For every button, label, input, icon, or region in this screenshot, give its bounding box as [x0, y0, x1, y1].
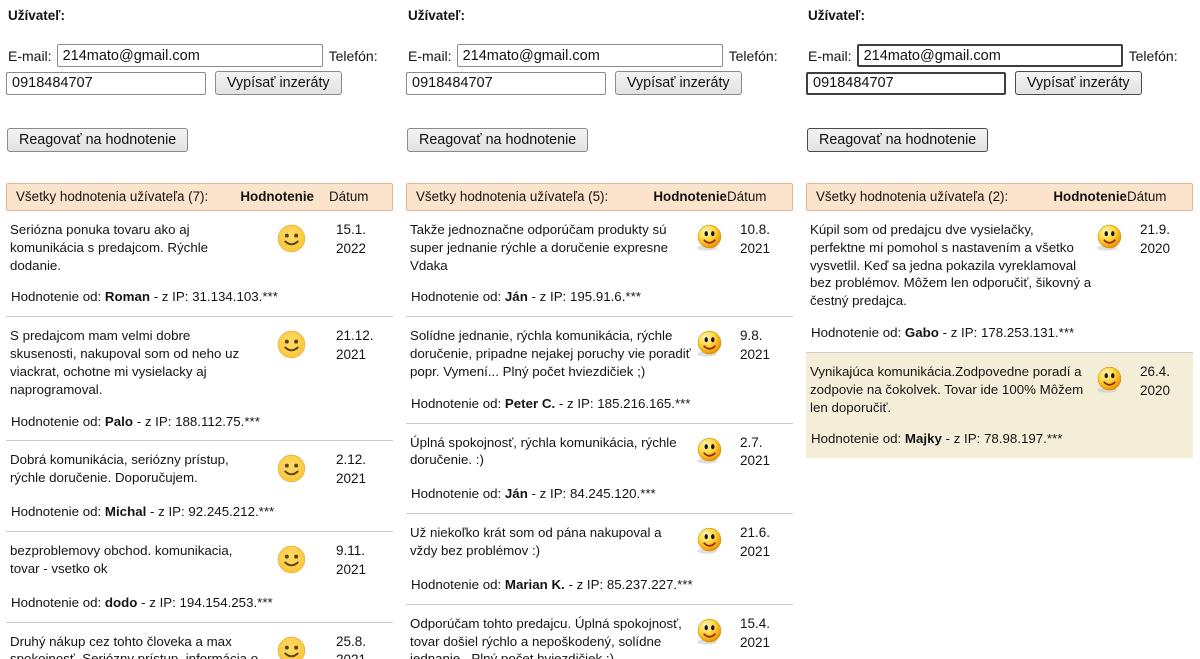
rating-author: Hodnotenie od: Palo - z IP: 188.112.75.*…: [11, 413, 260, 429]
happy-smiley-icon: [692, 434, 726, 465]
rating-date: 21.6. 2021: [740, 525, 771, 559]
email-label: E-mail:: [408, 47, 452, 64]
rating-date: 15.4. 2021: [740, 615, 771, 650]
email-input[interactable]: [56, 44, 323, 67]
phone-label: Telefón:: [1128, 47, 1178, 64]
rating-author: Hodnotenie od: Gabo - z IP: 178.253.131.…: [811, 325, 1075, 341]
react-to-rating-button[interactable]: Reagovať na hodnotenie: [407, 128, 589, 152]
rating-date: 2.7. 2021: [740, 434, 771, 469]
rating-row: Úplná spokojnosť, rýchla komunikácia, rý…: [406, 422, 793, 514]
rating-row: Dobrá komunikácia, seriózny prístup, rýc…: [6, 440, 393, 531]
rating-row: S predajcom mam velmi dobre skusenosti, …: [6, 316, 393, 440]
rating-date: 21.9. 2020: [1140, 222, 1171, 256]
rating-row: Seriózna ponuka tovaru ako aj komunikáci…: [6, 211, 393, 316]
phone-input[interactable]: [6, 71, 206, 95]
date-column-header: Dátum: [1127, 189, 1167, 204]
rating-date: 10.8. 2021: [740, 222, 771, 256]
email-input[interactable]: [456, 44, 723, 67]
rating-author: Hodnotenie od: dodo - z IP: 194.154.253.…: [11, 594, 273, 610]
rating-text: Odporúčam tohto predajcu. Úplná spokojno…: [410, 615, 682, 659]
happy-smiley-icon: [260, 542, 322, 575]
rating-row: Kúpil som od predajcu dve vysielačky, pe…: [806, 211, 1193, 352]
email-label: E-mail:: [808, 47, 852, 64]
ratings-table-header: Všetky hodnotenia užívateľa (7): Hodnote…: [6, 183, 393, 211]
list-ads-button[interactable]: Vypísať inzeráty: [615, 71, 742, 95]
happy-smiley-icon: [260, 451, 322, 484]
rating-text: Úplná spokojnosť, rýchla komunikácia, rý…: [410, 434, 677, 468]
rating-row: Druhý nákup cez tohto človeka a max spok…: [6, 621, 393, 659]
phone-label: Telefón:: [728, 47, 778, 64]
phone-input[interactable]: [406, 71, 606, 95]
ratings-count-title: Všetky hodnotenia užívateľa (7):: [16, 189, 209, 204]
react-to-rating-button[interactable]: Reagovať na hodnotenie: [7, 128, 189, 152]
rating-author: Hodnotenie od: Marian K. - z IP: 85.237.…: [411, 576, 693, 592]
rating-row: Takže jednoznačne odporúčam produkty sú …: [406, 211, 793, 316]
happy-smiley-icon: [1092, 221, 1126, 252]
list-ads-button[interactable]: Vypísať inzeráty: [1015, 71, 1142, 95]
rating-text: Kúpil som od predajcu dve vysielačky, pe…: [810, 222, 1092, 309]
happy-smiley-icon: [692, 615, 726, 646]
rating-date: 9.11. 2021: [336, 542, 367, 577]
ratings-table: Všetky hodnotenia užívateľa (7): Hodnote…: [6, 183, 393, 659]
date-column-header: Dátum: [329, 189, 369, 204]
user-ratings-panel-3: Užívateľ: E-mail: Telefón: Vypísať inzer…: [800, 0, 1200, 659]
rating-date: 15.1. 2022: [336, 222, 367, 256]
user-ratings-panel-2: Užívateľ: E-mail: Telefón: Vypísať inzer…: [400, 0, 800, 659]
rating-date: 9.8. 2021: [740, 328, 771, 363]
user-section-label: Užívateľ:: [808, 8, 865, 23]
rating-author: Hodnotenie od: Michal - z IP: 92.245.212…: [11, 504, 275, 520]
rating-row: bezproblemovy obchod. komunikacia, tovar…: [6, 530, 393, 622]
rating-column-header: Hodnotenie: [653, 189, 727, 204]
happy-smiley-icon: [1092, 363, 1126, 394]
user-section-label: Užívateľ:: [8, 8, 65, 23]
rating-text: Takže jednoznačne odporúčam produkty sú …: [410, 222, 668, 273]
rating-row: Vynikajúca komunikácia.Zodpovedne poradí…: [806, 351, 1193, 459]
happy-smiley-icon: [692, 221, 726, 252]
ratings-count-title: Všetky hodnotenia užívateľa (5):: [416, 189, 609, 204]
rating-author: Hodnotenie od: Ján - z IP: 195.91.6.***: [411, 289, 641, 305]
rating-text: bezproblemovy obchod. komunikacia, tovar…: [10, 542, 233, 576]
phone-label: Telefón:: [328, 47, 378, 64]
ratings-count-title: Všetky hodnotenia užívateľa (2):: [816, 189, 1009, 204]
happy-smiley-icon: [692, 524, 726, 555]
rating-text: Druhý nákup cez tohto človeka a max spok…: [10, 633, 259, 659]
rating-row: Solídne jednanie, rýchla komunikácia, rý…: [406, 316, 793, 422]
rating-author: Hodnotenie od: Roman - z IP: 31.134.103.…: [11, 289, 278, 305]
rating-column-header: Hodnotenie: [1053, 189, 1127, 204]
rating-text: Seriózna ponuka tovaru ako aj komunikáci…: [10, 222, 209, 273]
ratings-table: Všetky hodnotenia užívateľa (5): Hodnote…: [406, 183, 793, 659]
email-label: E-mail:: [8, 47, 52, 64]
ratings-table-header: Všetky hodnotenia užívateľa (2): Hodnote…: [806, 183, 1193, 211]
rating-text: Solídne jednanie, rýchla komunikácia, rý…: [410, 328, 691, 379]
rating-text: Už niekoľko krát som od pána nakupoval a…: [410, 525, 662, 558]
rating-author: Hodnotenie od: Peter C. - z IP: 185.216.…: [411, 395, 691, 411]
rating-text: Dobrá komunikácia, seriózny prístup, rýc…: [10, 452, 229, 486]
happy-smiley-icon: [260, 633, 322, 659]
date-column-header: Dátum: [727, 189, 767, 204]
ratings-table: Všetky hodnotenia užívateľa (2): Hodnote…: [806, 183, 1193, 459]
rating-date: 21.12. 2021: [336, 328, 374, 363]
rating-row: Odporúčam tohto predajcu. Úplná spokojno…: [406, 603, 793, 659]
happy-smiley-icon: [260, 327, 322, 360]
rating-text: Vynikajúca komunikácia.Zodpovedne poradí…: [810, 363, 1084, 415]
react-to-rating-button[interactable]: Reagovať na hodnotenie: [807, 128, 989, 152]
happy-smiley-icon: [260, 221, 322, 254]
rating-date: 26.4. 2020: [1140, 363, 1171, 398]
phone-input[interactable]: [806, 71, 1006, 95]
rating-column-header: Hodnotenie: [240, 189, 314, 204]
list-ads-button[interactable]: Vypísať inzeráty: [215, 71, 342, 95]
email-input[interactable]: [856, 44, 1123, 67]
user-section-label: Užívateľ:: [408, 8, 465, 23]
rating-date: 25.8.2021: [336, 633, 367, 659]
rating-row: Už niekoľko krát som od pána nakupoval a…: [406, 513, 793, 604]
rating-date: 2.12. 2021: [336, 452, 367, 487]
ratings-table-header: Všetky hodnotenia užívateľa (5): Hodnote…: [406, 183, 793, 211]
rating-author: Hodnotenie od: Ján - z IP: 84.245.120.**…: [411, 486, 656, 502]
rating-author: Hodnotenie od: Majky - z IP: 78.98.197.*…: [811, 431, 1063, 447]
happy-smiley-icon: [692, 327, 726, 358]
rating-text: S predajcom mam velmi dobre skusenosti, …: [10, 328, 240, 397]
user-ratings-panel-1: Užívateľ: E-mail: Telefón: Vypísať inzer…: [0, 0, 400, 659]
